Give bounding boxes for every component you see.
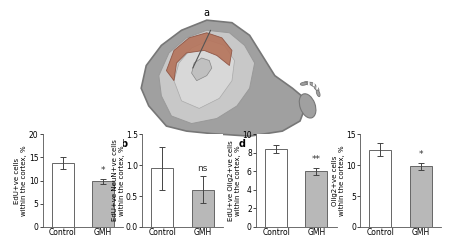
Ellipse shape — [310, 82, 316, 87]
Polygon shape — [166, 33, 232, 81]
Y-axis label: EdU+ve cells
within the cortex, %: EdU+ve cells within the cortex, % — [15, 145, 27, 216]
Ellipse shape — [299, 94, 316, 118]
Text: *: * — [419, 150, 423, 159]
Bar — [265, 149, 287, 227]
Polygon shape — [316, 83, 318, 90]
Ellipse shape — [301, 82, 307, 85]
Text: **: ** — [312, 155, 321, 164]
Polygon shape — [313, 80, 315, 86]
Ellipse shape — [316, 90, 320, 97]
Ellipse shape — [314, 85, 319, 91]
Bar — [92, 182, 114, 227]
Bar — [305, 171, 328, 227]
Bar — [369, 150, 392, 227]
Text: a: a — [204, 8, 210, 18]
Bar — [151, 168, 173, 227]
Polygon shape — [308, 80, 310, 86]
Polygon shape — [174, 40, 235, 108]
Bar — [410, 166, 432, 227]
Y-axis label: EdU+ve NeuN+ve cells
within the cortex, %: EdU+ve NeuN+ve cells within the cortex, … — [111, 140, 125, 222]
Text: e: e — [322, 139, 328, 149]
Text: b: b — [120, 139, 127, 149]
Ellipse shape — [304, 81, 311, 85]
Y-axis label: Olig2+ve cells
within the cortex, %: Olig2+ve cells within the cortex, % — [332, 145, 345, 216]
Polygon shape — [191, 58, 212, 81]
Bar — [52, 163, 74, 227]
Polygon shape — [141, 20, 308, 136]
Text: c: c — [171, 139, 177, 149]
Polygon shape — [159, 30, 255, 123]
Bar — [191, 190, 214, 227]
Y-axis label: EdU+ve Olig2+ve cells
within the cortex, %: EdU+ve Olig2+ve cells within the cortex,… — [228, 140, 241, 221]
Text: d: d — [238, 139, 246, 149]
Text: *: * — [101, 166, 105, 175]
Text: ns: ns — [198, 163, 208, 173]
